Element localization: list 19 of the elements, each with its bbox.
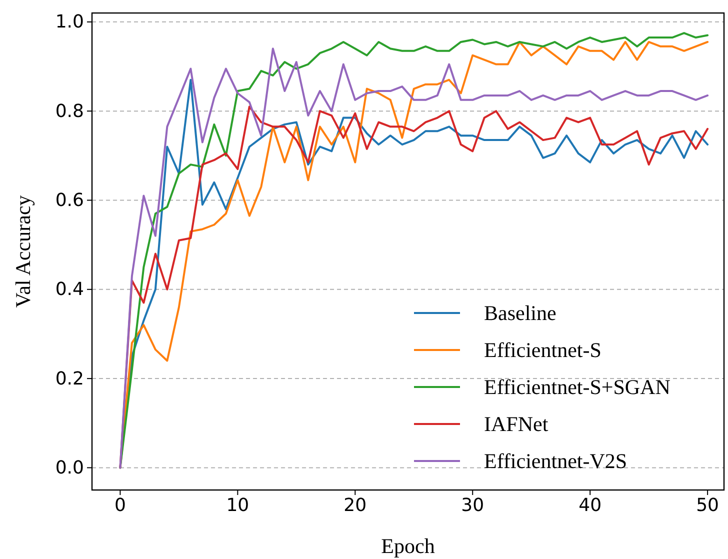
x-tick-label: 10 [226, 494, 250, 516]
y-tick-label: 0.0 [55, 457, 84, 478]
x-tick-label: 0 [114, 494, 126, 516]
y-axis-title: Val Accuracy [11, 194, 35, 308]
x-tick-label: 40 [578, 494, 602, 516]
legend-label: Efficientnet-S [484, 338, 602, 362]
legend-label: Efficientnet-S+SGAN [484, 375, 670, 399]
x-tick-label: 30 [461, 494, 484, 516]
y-tick-label: 0.8 [55, 100, 84, 122]
y-tick-label: 0.4 [55, 279, 84, 300]
legend-label: Baseline [484, 301, 556, 325]
legend-label: Efficientnet-V2S [484, 449, 628, 473]
y-tick-label: 0.6 [55, 190, 84, 211]
x-tick-label: 20 [344, 494, 367, 516]
y-tick-label: 1.0 [55, 12, 84, 33]
y-tick-label: 0.2 [55, 368, 84, 390]
legend-label: IAFNet [484, 412, 548, 436]
x-tick-label: 50 [696, 494, 720, 516]
x-axis-title: Epoch [381, 534, 436, 558]
